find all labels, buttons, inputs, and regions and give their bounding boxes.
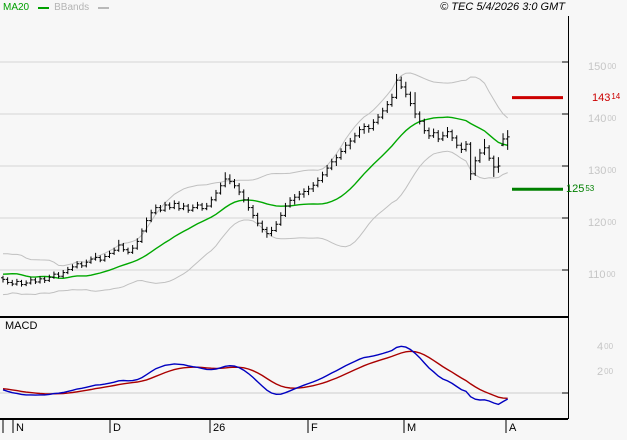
month-label: F [311,422,318,434]
bbands-line-swatch-icon [98,6,110,9]
macd-tick-label: 2 00 [597,366,614,378]
macd-panel-label: MACD [5,320,38,332]
month-label: M [407,422,417,434]
legend-bbands-label: BBands [54,2,90,13]
price-tick-label: 120 00 [588,217,617,229]
indicator-legend: MA20 BBands [3,2,110,13]
chart-timestamp-title: © TEC 5/4/2026 3:0 GMT [440,1,565,13]
ma20-line-swatch-icon [38,6,50,9]
month-label: D [113,422,121,434]
macd-tick-label: 4 00 [597,341,614,353]
month-label: N [16,422,24,434]
price-tick-label: 150 00 [588,61,617,73]
price-tick-label: 110 00 [588,269,616,281]
price-tick-label: 140 00 [588,113,617,125]
price-tick-label: 130 00 [588,165,617,177]
month-label: 26 [213,422,226,434]
legend-ma20-label: MA20 [3,2,30,13]
month-label: A [509,422,517,434]
resistance-level-label: 143 14 [592,91,621,104]
support-level-label: 125 53 [566,183,595,196]
